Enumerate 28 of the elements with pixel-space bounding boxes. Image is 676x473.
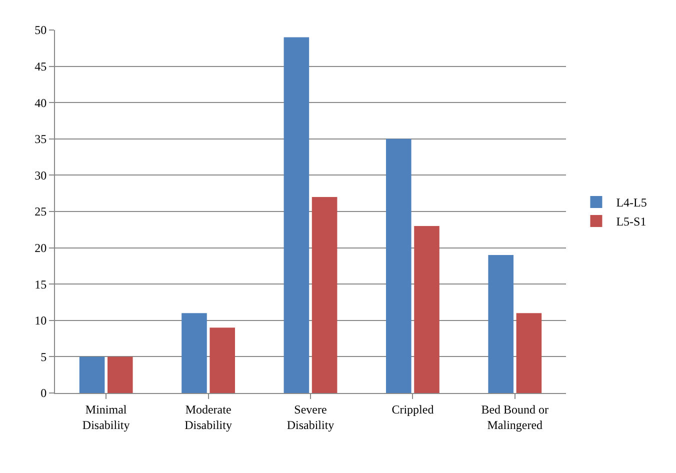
y-tick-label: 5: [40, 350, 47, 364]
x-tick-label: Severe Disability: [286, 402, 334, 432]
y-tick-label: 10: [34, 314, 47, 328]
x-tick-label: Moderate Disability: [184, 402, 232, 432]
bar: [79, 356, 105, 393]
y-tick-label: 40: [34, 96, 47, 110]
x-tick-label: Bed Bound or Malingered: [481, 402, 549, 432]
x-tick-label: Crippled: [392, 402, 434, 416]
bar: [516, 313, 542, 393]
y-tick-label: 0: [40, 386, 47, 400]
y-tick-label: 15: [34, 277, 47, 292]
bar: [210, 328, 235, 393]
bar: [414, 226, 440, 393]
bar: [108, 356, 133, 393]
legend-label: L4-L5: [616, 196, 647, 210]
y-tick-label: 45: [34, 60, 47, 74]
bar: [182, 313, 207, 393]
bar: [488, 255, 514, 393]
y-tick-label: 50: [34, 23, 47, 38]
legend-label: L5-S1: [616, 214, 646, 229]
x-tick-label: Minimal Disability: [82, 402, 130, 432]
y-tick-label: 20: [34, 241, 47, 255]
bar: [312, 196, 338, 393]
bar: [386, 138, 412, 393]
y-tick-label: 35: [34, 132, 47, 146]
y-tick-label: 30: [34, 168, 47, 182]
bar: [284, 37, 310, 393]
y-tick-label: 25: [34, 204, 47, 219]
